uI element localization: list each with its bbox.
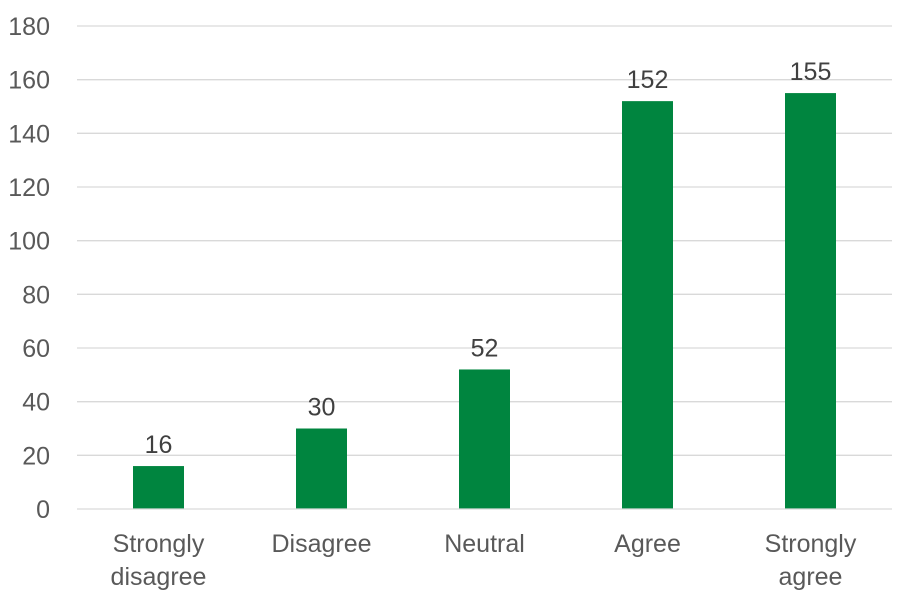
y-tick-label: 100	[8, 228, 50, 256]
x-category-label: Strongly	[113, 530, 205, 558]
y-tick-label: 120	[8, 174, 50, 202]
x-category-label: Neutral	[444, 530, 525, 558]
x-category-label: Agree	[614, 530, 681, 558]
bars	[133, 93, 836, 509]
bar	[622, 101, 673, 509]
gridlines	[77, 25, 892, 456]
x-category-label: Disagree	[271, 530, 371, 558]
data-label: 155	[790, 58, 832, 86]
y-tick-label: 60	[22, 335, 50, 363]
bar	[133, 466, 184, 509]
data-label: 152	[627, 66, 669, 94]
y-axis-tick-labels: 0 20 40 60 80 100 120 140 160 180	[8, 13, 50, 524]
y-tick-label: 140	[8, 120, 50, 148]
x-category-label: disagree	[111, 563, 207, 591]
data-label: 16	[145, 431, 173, 459]
bar	[459, 369, 510, 509]
y-tick-label: 80	[22, 281, 50, 309]
y-tick-label: 40	[22, 389, 50, 417]
x-category-label: Strongly	[765, 530, 857, 558]
y-tick-label: 160	[8, 67, 50, 95]
y-tick-label: 180	[8, 13, 50, 41]
bar	[296, 428, 347, 509]
y-tick-label: 20	[22, 442, 50, 470]
x-axis-category-labels: Strongly disagree Disagree Neutral Agree Stro…	[111, 530, 857, 591]
bar	[785, 93, 836, 509]
data-label: 52	[471, 334, 499, 362]
data-label: 30	[308, 394, 336, 422]
y-tick-label: 0	[36, 496, 50, 524]
data-labels: 16 30 52 152 155	[145, 58, 832, 459]
x-category-label: agree	[779, 563, 843, 591]
